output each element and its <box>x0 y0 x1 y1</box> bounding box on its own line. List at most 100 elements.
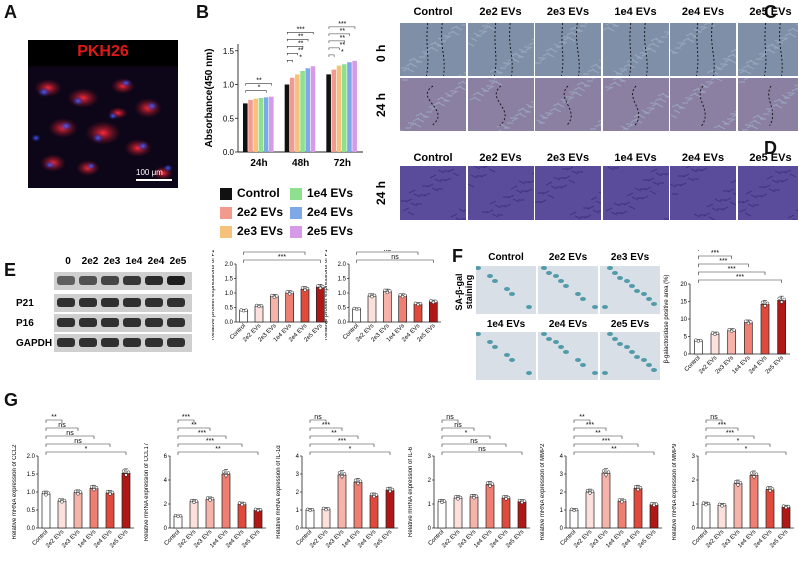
y-tick-label: 1.5 <box>338 277 347 283</box>
data-point <box>768 489 772 493</box>
data-point <box>710 331 715 335</box>
data-point <box>434 299 438 303</box>
data-point <box>501 495 506 499</box>
blue-stain <box>575 358 581 362</box>
cell-texture <box>655 38 662 43</box>
cell-texture <box>750 194 757 199</box>
y-axis-label: Absorbance(450 nm) <box>204 49 215 148</box>
blue-stain <box>651 368 657 372</box>
significance-bracket <box>705 435 755 439</box>
cell-texture <box>714 198 722 203</box>
cell-texture <box>627 123 634 128</box>
blue-stain <box>612 271 618 275</box>
cell-texture <box>487 85 494 90</box>
scratch-micrograph <box>670 78 736 131</box>
cell-texture <box>437 169 445 174</box>
blot-band <box>101 318 119 327</box>
cell-texture <box>773 98 780 103</box>
data-point <box>654 502 659 506</box>
blue-stain <box>541 266 547 270</box>
cell-texture <box>553 176 561 181</box>
data-point <box>474 494 479 498</box>
data-point <box>746 321 750 326</box>
cell-texture <box>444 92 452 97</box>
cell-texture <box>750 60 757 65</box>
significance-label: *** <box>338 21 346 28</box>
significance-bracket <box>328 33 351 36</box>
bar <box>237 503 247 529</box>
cell-texture <box>495 81 502 86</box>
y-tick-label: 2 <box>164 502 168 508</box>
column-label: 2e2 EVs <box>548 252 588 263</box>
cell-texture <box>430 106 438 111</box>
data-point <box>305 507 310 511</box>
data-point <box>189 498 194 503</box>
cell-texture <box>542 52 550 57</box>
cell-texture <box>488 26 495 31</box>
bar <box>73 492 83 529</box>
legend-label: 2e3 EVs <box>237 224 284 238</box>
bar <box>453 497 463 529</box>
significance-bracket <box>245 83 272 86</box>
cell-texture <box>781 94 788 99</box>
data-point <box>272 295 276 299</box>
cell-texture <box>522 108 529 113</box>
significance-label: ns <box>74 438 82 445</box>
data-point <box>46 491 51 495</box>
blue-stain <box>487 340 493 344</box>
bar <box>367 295 377 323</box>
cell-texture <box>536 119 544 124</box>
cell-texture <box>458 208 466 213</box>
significance-bracket <box>177 419 195 423</box>
cell-texture <box>549 107 557 112</box>
cell-texture <box>746 124 753 129</box>
cell-texture <box>486 23 490 25</box>
cell-texture <box>480 87 487 92</box>
cell-texture <box>554 108 562 113</box>
bar <box>347 62 352 152</box>
y-tick-label: 1.5 <box>223 47 235 56</box>
blue-stain <box>592 371 598 375</box>
y-axis-label: Relative mRNA expression of CCL17 <box>144 442 150 541</box>
bar <box>469 496 479 529</box>
x-tick-label: 72h <box>334 158 351 169</box>
blot-band <box>79 338 97 347</box>
data-point <box>275 294 279 298</box>
cell-texture <box>473 166 480 170</box>
y-tick-label: 1.0 <box>225 291 234 297</box>
blue-stain <box>634 289 640 293</box>
cell-texture <box>607 166 614 171</box>
panel-label-f: F <box>452 246 463 266</box>
lane-label: 1e4 <box>125 256 143 267</box>
significance-label: ns <box>446 414 454 421</box>
cell-texture <box>650 37 657 42</box>
significance-label: * <box>349 446 352 453</box>
cell-texture <box>473 32 480 37</box>
blue-stain <box>509 292 515 296</box>
cell-texture <box>412 117 420 122</box>
cell-texture <box>470 174 477 179</box>
blue-stain <box>607 332 613 336</box>
y-tick-label: 2 <box>560 490 564 496</box>
cell-texture <box>760 53 767 58</box>
y-tick-label: 2 <box>692 478 696 484</box>
cell-texture <box>566 31 574 36</box>
bar <box>569 509 579 529</box>
cell-texture <box>494 69 501 74</box>
data-point <box>437 498 442 503</box>
cell-texture <box>768 49 775 54</box>
cell-texture <box>771 44 778 49</box>
cell-texture <box>657 92 664 97</box>
blot-band <box>101 338 119 347</box>
cell-texture <box>573 86 581 91</box>
cell-texture <box>673 109 681 114</box>
y-tick-label: 2.0 <box>338 262 347 268</box>
data-point <box>194 499 199 503</box>
cell-texture <box>792 218 796 220</box>
cell-texture <box>670 114 678 119</box>
cell-texture <box>687 38 695 43</box>
y-tick-label: 4 <box>296 454 300 460</box>
cell-texture <box>686 97 694 102</box>
micrograph-bg <box>400 23 466 76</box>
